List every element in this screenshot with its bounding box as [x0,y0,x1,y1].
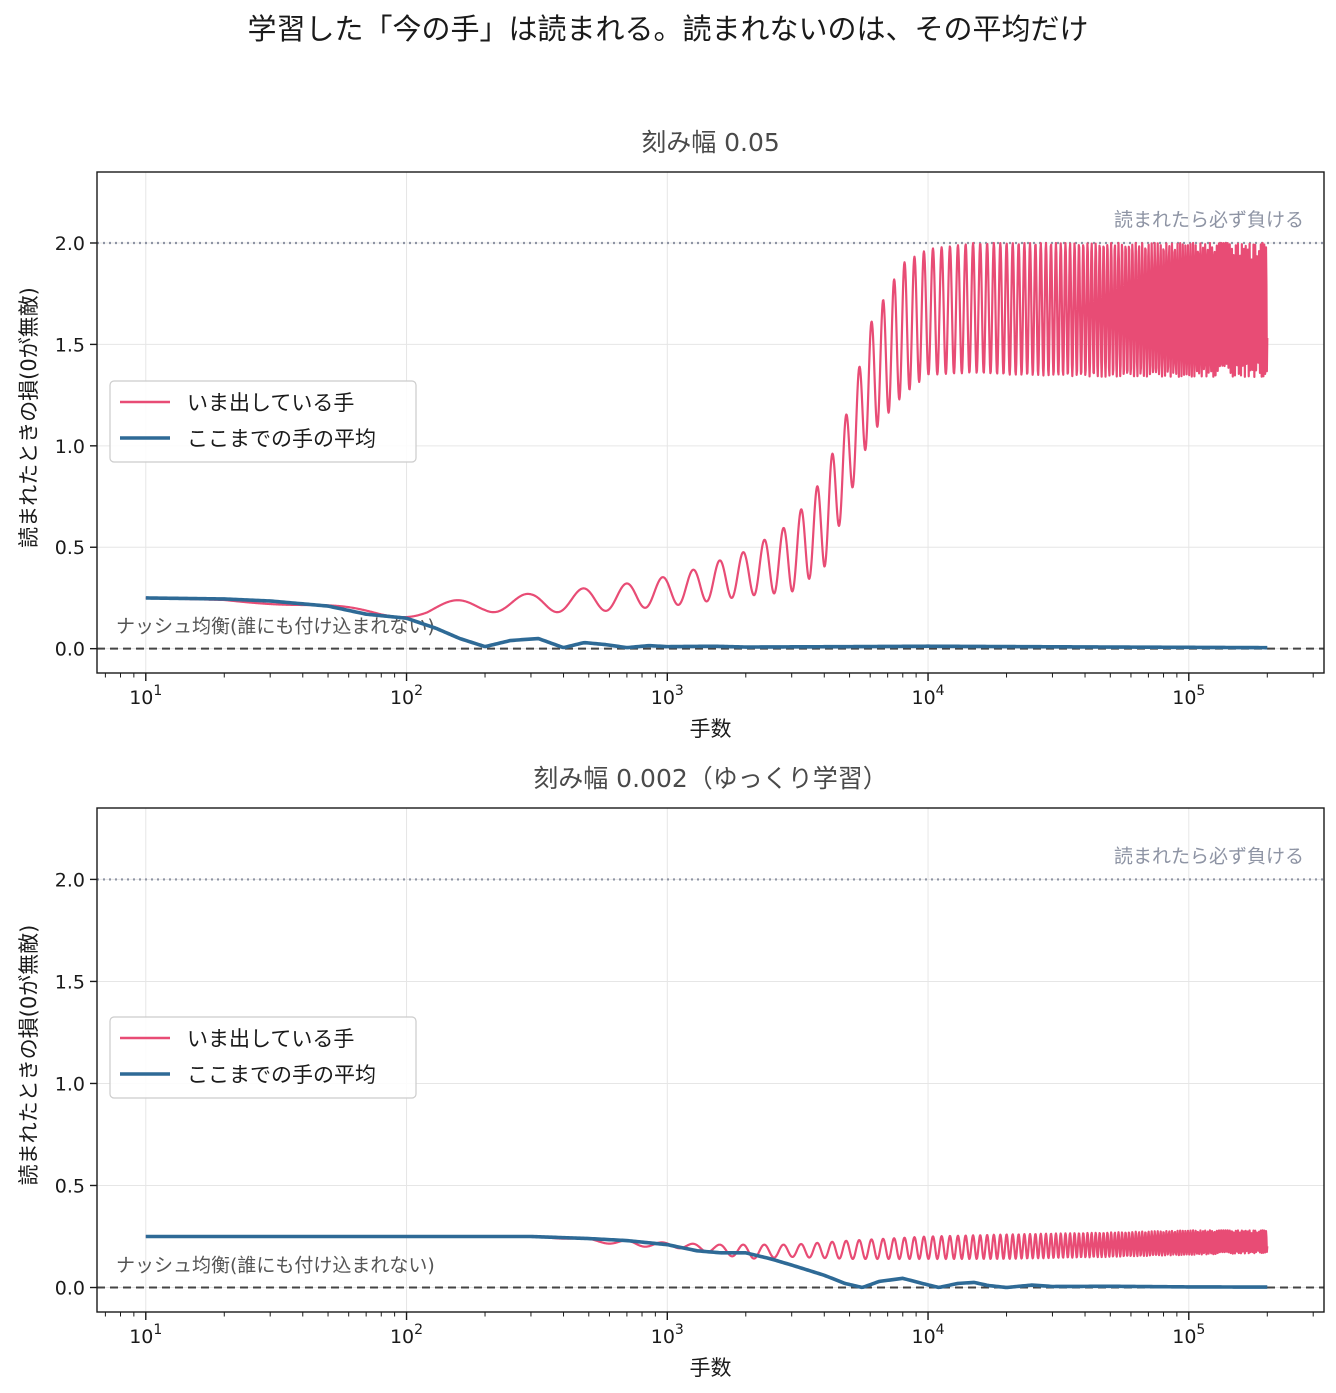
plot-area [145,241,1269,650]
x-tick-label: 101 [129,1322,162,1348]
series-line-average [145,1234,1268,1290]
annotation-nash: ナッシュ均衡(誰にも付け込まれない) [116,616,435,638]
legend-box [109,1016,417,1099]
x-tick-label: 105 [1172,683,1205,709]
legend-box [109,380,417,463]
plot-area [145,1229,1269,1290]
series-line-average [145,596,1268,650]
x-axis-label: 手数 [690,1356,732,1380]
x-tick-label: 102 [390,1322,423,1348]
y-axis-label: 読まれたときの損(0が無敵) [17,287,41,548]
x-tick-label: 102 [390,683,423,709]
legend-label-current: いま出している手 [187,391,354,415]
x-axis-label: 手数 [690,717,732,741]
x-tick-label: 105 [1172,1322,1205,1348]
annotation-max-loss: 読まれたら必ず負ける [1114,845,1304,867]
y-tick-label: 0.5 [55,537,85,559]
y-tick-label: 1.5 [55,334,85,356]
y-tick-label: 0.0 [55,1278,85,1300]
legend-label-average: ここまでの手の平均 [187,427,376,451]
axes-frame [96,807,1325,1313]
annotation-nash: ナッシュ均衡(誰にも付け込まれない) [116,1255,435,1277]
legend-label-current: いま出している手 [187,1027,354,1051]
legend-label-average: ここまでの手の平均 [187,1063,376,1087]
y-tick-label: 2.0 [55,869,85,891]
y-tick-label: 1.0 [55,436,85,458]
y-tick-label: 0.0 [55,639,85,661]
y-axis-label: 読まれたときの損(0が無敵) [17,925,41,1186]
x-tick-label: 104 [911,683,944,709]
y-tick-label: 2.0 [55,233,85,255]
chart-title: 刻み幅 0.05 [641,128,780,157]
figure-suptitle: 学習した「今の手」は読まれる。読まれないのは、その平均だけ [247,12,1089,46]
y-tick-label: 1.0 [55,1073,85,1095]
x-tick-label: 103 [651,683,684,709]
chart-title: 刻み幅 0.002（ゆっくり学習） [533,764,888,793]
x-tick-label: 101 [129,683,162,709]
axes-frame [96,171,1325,674]
x-tick-label: 103 [651,1322,684,1348]
y-tick-label: 1.5 [55,971,85,993]
annotation-max-loss: 読まれたら必ず負ける [1114,209,1304,231]
y-tick-label: 0.5 [55,1175,85,1197]
x-tick-label: 104 [911,1322,944,1348]
